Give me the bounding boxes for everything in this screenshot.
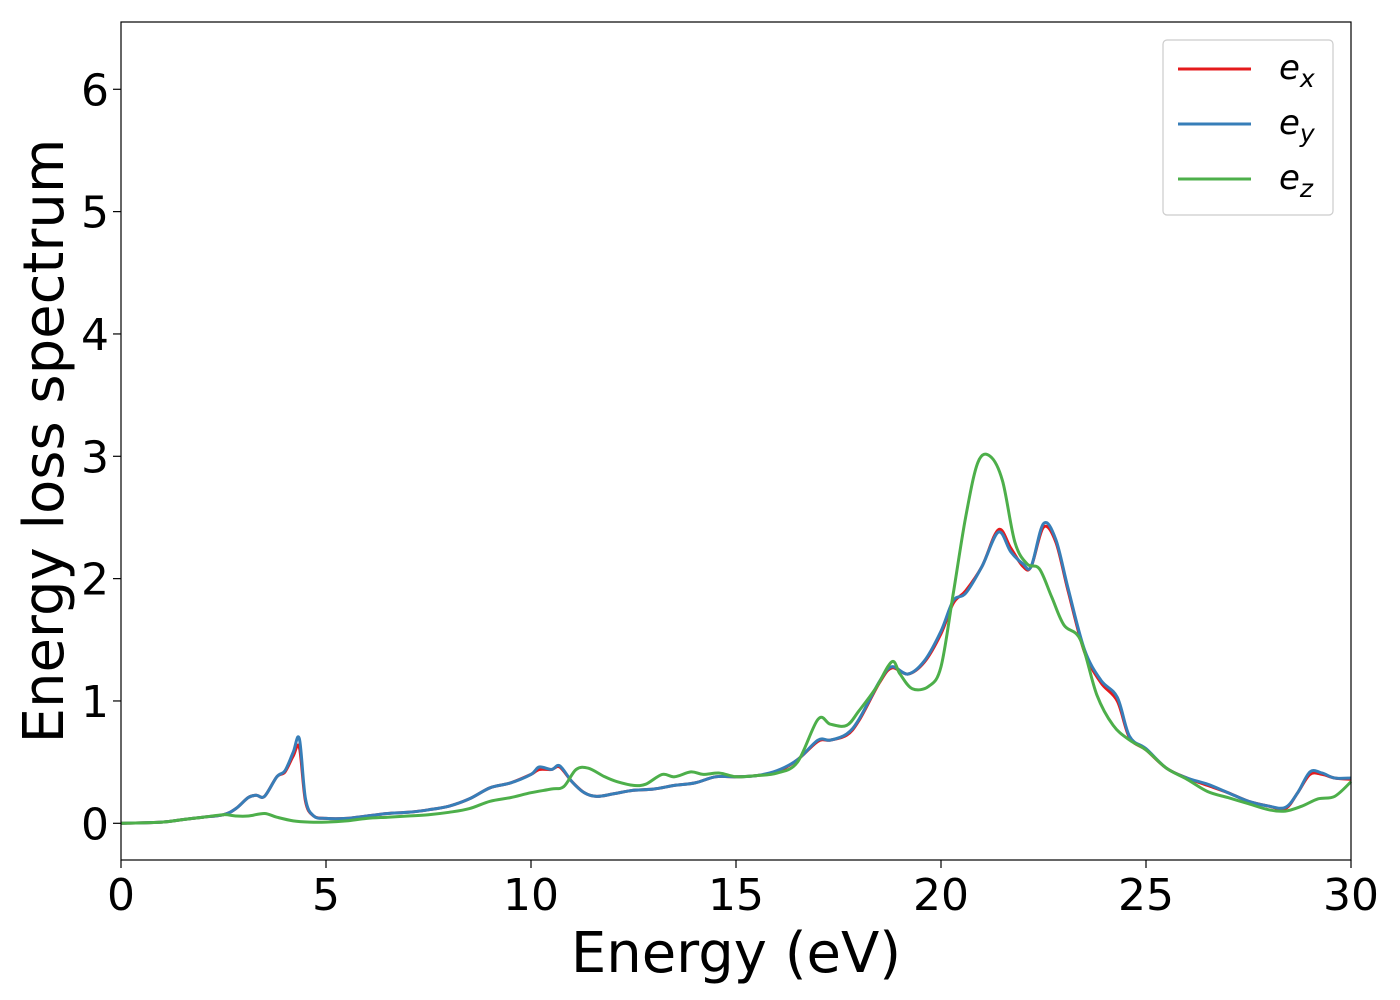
y-axis-label: Energy loss spectrum xyxy=(12,139,77,744)
x-tick-label: 30 xyxy=(1323,870,1379,921)
y-tick-label: 1 xyxy=(81,677,109,728)
x-axis-ticks: 0 5 10 15 20 25 30 xyxy=(107,860,1379,921)
y-tick-label: 5 xyxy=(81,188,109,239)
x-tick-label: 25 xyxy=(1118,870,1174,921)
x-tick-label: 0 xyxy=(107,870,135,921)
legend-label-ey: ey xyxy=(1279,103,1316,148)
y-tick-label: 0 xyxy=(81,799,109,850)
y-tick-label: 3 xyxy=(81,432,109,483)
legend: ex ey ez xyxy=(1162,39,1334,216)
y-tick-label: 6 xyxy=(81,65,109,116)
x-tick-label: 5 xyxy=(312,870,340,921)
y-tick-label: 4 xyxy=(81,310,109,361)
legend-box xyxy=(1162,39,1334,216)
y-tick-label: 2 xyxy=(81,555,109,606)
x-tick-label: 10 xyxy=(503,870,559,921)
x-tick-label: 15 xyxy=(708,870,764,921)
y-axis-ticks: 0 1 2 3 4 5 6 xyxy=(81,65,121,850)
series-line-ez xyxy=(120,452,1353,825)
x-axis-label: Energy (eV) xyxy=(571,921,901,986)
x-tick-label: 20 xyxy=(913,870,969,921)
series-line-ex xyxy=(120,524,1352,825)
legend-label-ez: ez xyxy=(1279,158,1314,203)
legend-label-ex: ex xyxy=(1279,48,1315,93)
plot-lines xyxy=(120,452,1353,825)
